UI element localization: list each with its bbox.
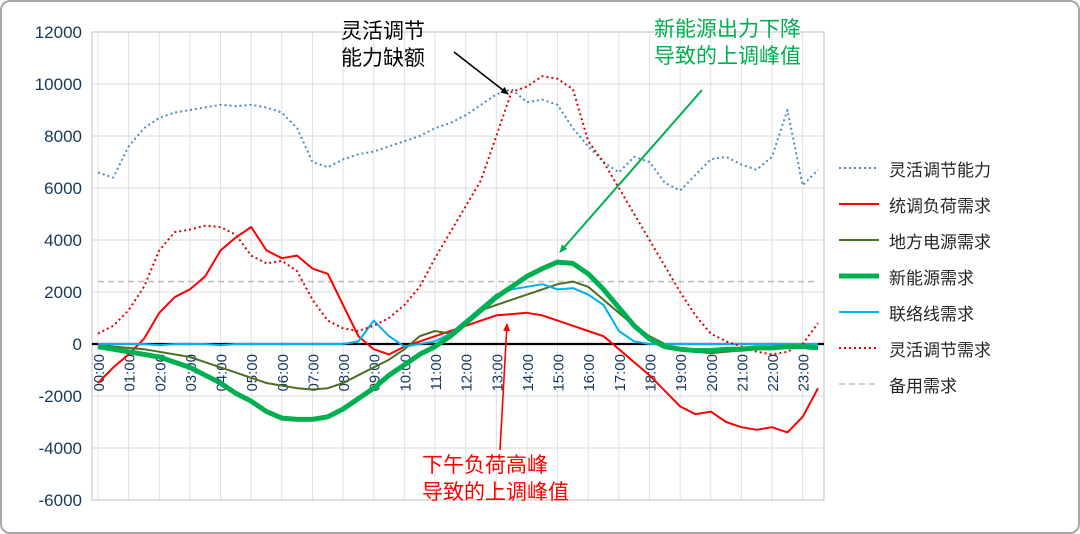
y-axis-label: 8000 [44,127,82,146]
x-axis-label: 12:00 [459,354,476,392]
x-axis-label: 21:00 [734,354,751,392]
y-axis-label: -4000 [39,439,82,458]
y-axis-label: 0 [73,335,82,354]
x-axis-label: 20:00 [704,354,721,392]
x-axis-label: 07:00 [305,354,322,392]
legend-label: 联络线需求 [889,304,974,324]
y-axis-label: 10000 [35,75,82,94]
x-axis-label: 08:00 [336,354,353,392]
legend-line-sample [839,383,879,385]
y-axis-label: 4000 [44,231,82,250]
annotation-text: 新能源出力下降 [654,18,801,41]
x-axis-label: 03:00 [183,354,200,392]
annotation-text: 下午负荷高峰 [422,454,548,477]
x-axis-label: 23:00 [796,354,813,392]
series-new_energy [97,259,819,422]
x-axis-label: 05:00 [244,354,261,392]
y-axis-label: 12000 [35,23,82,42]
legend-label: 灵活调节能力 [889,160,991,180]
legend-item-new_energy: 新能源需求 [838,258,1078,294]
annotation-text: 导致的上调峰值 [654,45,801,69]
x-axis-label: 13:00 [489,354,506,392]
x-axis-label: 17:00 [612,354,629,392]
series-flex_demand [97,75,819,356]
legend-item-local_power: 地方电源需求 [838,222,1078,258]
y-axis-label: 2000 [44,283,82,302]
annotation-text: 灵活调节 [341,20,425,43]
legend-label: 地方电源需求 [889,232,991,252]
annotation-flexibility-deficit: 灵活调节 能力缺额 [298,18,468,73]
legend-line-sample [839,347,879,349]
x-axis-label: 11:00 [428,354,445,390]
annotation-text: 导致的上调峰值 [422,481,569,505]
legend-label: 灵活调节需求 [889,340,991,360]
legend-line-sample [839,203,879,205]
x-axis-label: 22:00 [765,354,782,392]
legend-label: 备用需求 [889,376,957,396]
arrow-flexibility-deficit [453,51,509,95]
legend-label: 新能源需求 [889,268,974,288]
annotation-afternoon-load-peak: 下午负荷高峰 导致的上调峰值 [422,452,569,507]
x-axis-label: 14:00 [520,354,537,392]
legend-item-flex_capability: 灵活调节能力 [838,150,1078,186]
x-axis-label: 00:00 [91,354,108,392]
legend-line-sample [839,273,879,279]
y-axis-label: -6000 [39,491,82,510]
x-axis-label: 15:00 [551,354,568,392]
x-axis-label: 01:00 [122,354,139,392]
arrow-new-energy-peak [559,89,703,253]
legend-line-sample [839,239,879,241]
y-axis-label: 6000 [44,179,82,198]
legend-item-dispatch_load: 统调负荷需求 [838,186,1078,222]
plot-border [91,31,825,501]
series-tie_line [98,283,818,348]
x-axis-label: 16:00 [581,354,598,392]
legend-line-sample [839,167,879,169]
annotation-text: 能力缺额 [341,47,425,71]
legend: 灵活调节能力 统调负荷需求 地方电源需求 新能源需求联络线需求灵活调节需求 备用需求 [838,150,1078,402]
legend-item-tie_line: 联络线需求 [838,294,1078,330]
y-axis-label: -2000 [39,387,82,406]
legend-item-flex_demand: 灵活调节需求 [838,330,1078,366]
series-flex_capability [97,88,819,192]
x-axis-label: 19:00 [673,354,690,392]
legend-label: 统调负荷需求 [889,196,991,216]
legend-item-reserve: 备用需求 [838,366,1078,402]
x-axis-label: 18:00 [642,354,659,392]
annotation-new-energy-peak: 新能源出力下降 导致的上调峰值 [654,16,801,71]
x-axis-label: 06:00 [275,354,292,392]
arrow-afternoon-load-peak [499,323,511,451]
x-axis-label: 02:00 [152,354,169,392]
legend-line-sample [839,311,879,313]
